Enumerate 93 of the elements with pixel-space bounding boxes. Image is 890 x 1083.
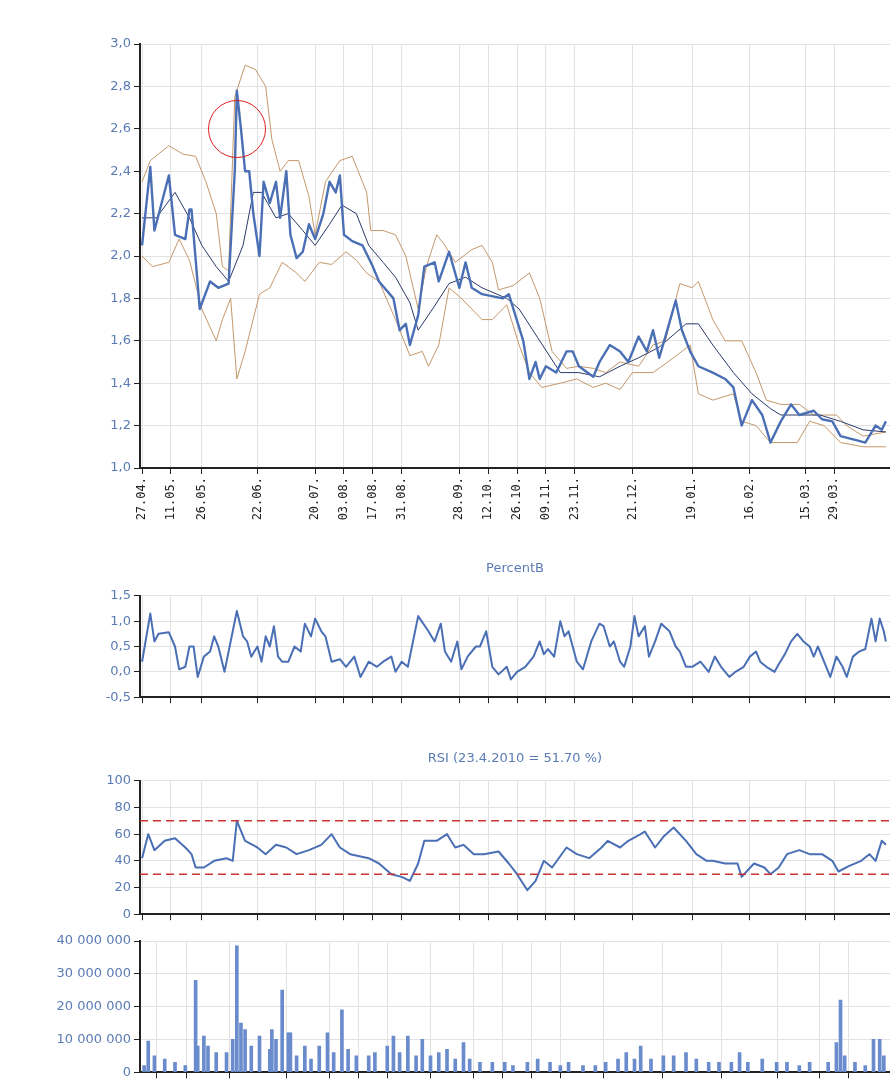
bar xyxy=(270,1029,274,1073)
x-tick-label: 11.05. xyxy=(163,477,178,521)
y-tick-label: 1,0 xyxy=(110,612,131,628)
y-tick-label: 1,2 xyxy=(110,416,131,432)
y-tick-label: 30 000 000 xyxy=(56,965,131,981)
y-tick-label: 10 000 000 xyxy=(56,1030,131,1046)
y-tick-label: 2,4 xyxy=(110,162,131,178)
bar xyxy=(478,1062,482,1073)
y-tick-label: -0,5 xyxy=(105,688,131,704)
bar xyxy=(548,1062,552,1073)
bar xyxy=(146,1040,151,1073)
x-tick-label: 19.01. xyxy=(684,477,699,521)
bar xyxy=(414,1055,418,1073)
bar xyxy=(746,1062,750,1073)
x-tick-label: 23.11. xyxy=(566,477,581,521)
bar xyxy=(638,1045,643,1073)
bar xyxy=(173,1062,177,1073)
bar xyxy=(317,1045,322,1073)
x-tick-label: 27.04. xyxy=(134,477,149,521)
bar xyxy=(162,1058,167,1073)
bar xyxy=(420,1039,425,1073)
bar xyxy=(502,1062,507,1073)
y-tick-label: 3,0 xyxy=(110,35,131,51)
x-tick-label: 28.09. xyxy=(451,477,466,521)
x-tick-label: 26.05. xyxy=(193,477,208,521)
bar xyxy=(616,1058,620,1073)
y-tick-label: 1,5 xyxy=(110,587,131,603)
bar xyxy=(863,1065,868,1073)
bar xyxy=(346,1048,350,1073)
bar xyxy=(581,1065,585,1073)
y-tick-label: 1,0 xyxy=(110,459,131,475)
bar xyxy=(684,1052,688,1073)
x-tick-label: 16.02. xyxy=(742,477,757,521)
bar xyxy=(511,1065,515,1073)
x-tick-label: 15.03. xyxy=(797,477,812,521)
y-tick-label: 20 xyxy=(114,878,131,894)
y-tick-label: 40 000 000 xyxy=(56,932,131,948)
bar xyxy=(202,1035,206,1073)
y-tick-label: 2,0 xyxy=(110,247,131,263)
x-tick-label: 17.08. xyxy=(364,477,379,521)
x-tick-label: 31.08. xyxy=(393,477,408,521)
chart-title: RSI (23.4.2010 = 51.70 %) xyxy=(426,750,604,765)
y-tick-label: 0 xyxy=(122,905,131,921)
x-tick-label: 26.10. xyxy=(509,477,524,521)
bar xyxy=(649,1058,653,1073)
y-tick-label: 80 xyxy=(114,798,131,814)
bar xyxy=(385,1045,390,1073)
y-tick-label: 2,8 xyxy=(110,77,131,93)
bar xyxy=(280,989,284,1073)
bar xyxy=(214,1052,219,1073)
bar xyxy=(877,1039,882,1073)
bar xyxy=(624,1052,629,1073)
bar xyxy=(235,945,239,1073)
bar xyxy=(331,1052,336,1073)
y-tick-label: 40 xyxy=(114,852,131,868)
bar xyxy=(303,1045,307,1073)
y-tick-label: 0 xyxy=(122,1063,131,1079)
y-tick-label: 0,0 xyxy=(110,663,131,679)
bar xyxy=(774,1062,779,1073)
bar xyxy=(826,1062,831,1073)
bar xyxy=(366,1055,371,1073)
bar xyxy=(717,1062,721,1073)
y-tick-label: 20 000 000 xyxy=(56,997,131,1013)
bar xyxy=(340,1009,344,1073)
bar xyxy=(436,1052,441,1073)
y-tick-label: 2,6 xyxy=(110,120,131,136)
y-tick-label: 2,2 xyxy=(110,204,131,220)
bar xyxy=(785,1062,789,1073)
x-tick-label: 22.06. xyxy=(249,477,264,521)
x-tick-label: 09.11. xyxy=(538,477,553,521)
x-tick-label: 20.07. xyxy=(307,477,322,521)
y-tick-label: 1,4 xyxy=(110,374,131,390)
chart-title: PercentB xyxy=(485,560,545,575)
y-tick-label: 0,5 xyxy=(110,637,131,653)
x-tick-label: 29.03. xyxy=(826,477,841,521)
bar xyxy=(467,1058,472,1073)
bar xyxy=(694,1058,699,1073)
bar xyxy=(406,1035,410,1073)
bar xyxy=(445,1048,449,1073)
bar xyxy=(249,1045,254,1073)
bar xyxy=(453,1058,458,1073)
y-tick-label: 1,8 xyxy=(110,289,131,305)
x-tick-label: 21.12. xyxy=(624,477,639,521)
x-tick-label: 03.08. xyxy=(336,477,351,521)
x-tick-label: 12.10. xyxy=(480,477,495,521)
y-tick-label: 1,6 xyxy=(110,332,131,348)
y-tick-label: 60 xyxy=(114,825,131,841)
y-tick-label: 100 xyxy=(106,772,131,788)
bar xyxy=(760,1058,765,1073)
bar xyxy=(373,1052,377,1073)
bar xyxy=(853,1062,857,1073)
bar xyxy=(309,1058,313,1073)
bar xyxy=(706,1062,711,1073)
